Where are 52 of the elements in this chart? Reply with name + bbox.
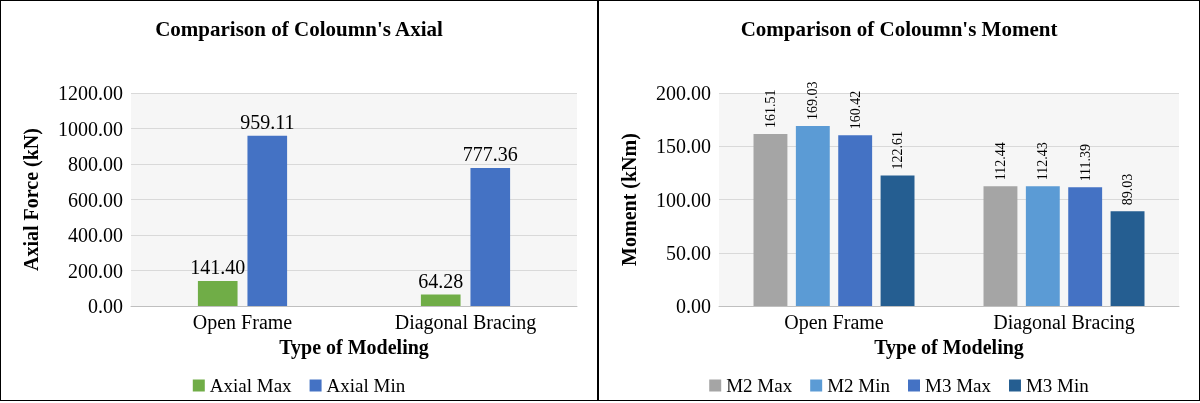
y-tick-label: 1200.00 [58,82,123,104]
y-tick-label: 200.00 [68,259,123,282]
data-label: 141.40 [190,255,246,278]
chart-title: Comparison of Coloumn's Axial [155,16,443,41]
x-tick-label: Open Frame [784,311,884,334]
bar [983,186,1018,306]
bar [880,175,915,306]
y-tick-label: 800.00 [68,153,123,175]
bar [247,135,288,306]
data-label: 160.42 [847,90,863,130]
bar [1110,211,1145,306]
data-label: 161.51 [762,89,778,128]
y-tick-label: 150.00 [656,135,711,158]
bar [795,125,830,306]
y-axis-title: Axial Force (kN) [20,128,43,271]
bar [1025,186,1060,306]
bar [838,135,873,306]
legend-label: Axial Min [326,375,406,396]
y-tick-label: 0.00 [88,295,123,317]
data-label: 777.36 [462,143,518,166]
x-tick-label: Diagonal Bracing [394,311,537,334]
legend-label: M2 Max [726,375,793,396]
x-tick-label: Open Frame [192,311,293,334]
y-tick-label: 200.00 [656,82,711,104]
data-label: 112.43 [1035,142,1051,181]
legend-label: M3 Min [1025,375,1090,396]
bar [753,133,788,306]
y-axis-title: Moment (kNm) [618,133,641,266]
data-label: 64.28 [418,269,464,292]
y-tick-label: 100.00 [656,188,711,211]
y-tick-label: 400.00 [68,224,123,246]
bar [1068,187,1103,306]
y-tick-label: 50.00 [666,241,711,264]
x-tick-label: Diagonal Bracing [993,311,1135,334]
y-tick-label: 1000.00 [58,117,123,140]
bar [420,294,461,306]
legend-label: M3 Max [925,375,992,396]
bar [470,168,511,306]
chart-title: Comparison of Coloumn's Moment [740,16,1058,41]
data-label: 122.61 [890,130,906,170]
bar [197,280,238,306]
legend-label: Axial Max [209,375,293,396]
y-tick-label: 600.00 [68,188,123,211]
data-label: 112.44 [992,142,1008,181]
data-label: 89.03 [1120,173,1136,206]
legend-label: M2 Min [827,375,891,396]
data-label: 111.39 [1077,143,1093,182]
data-label: 169.03 [805,81,821,120]
data-label: 959.11 [240,110,295,133]
x-axis-title: Type of Modeling [279,335,429,359]
x-axis-title: Type of Modeling [874,335,1024,359]
y-tick-label: 0.00 [676,295,711,317]
